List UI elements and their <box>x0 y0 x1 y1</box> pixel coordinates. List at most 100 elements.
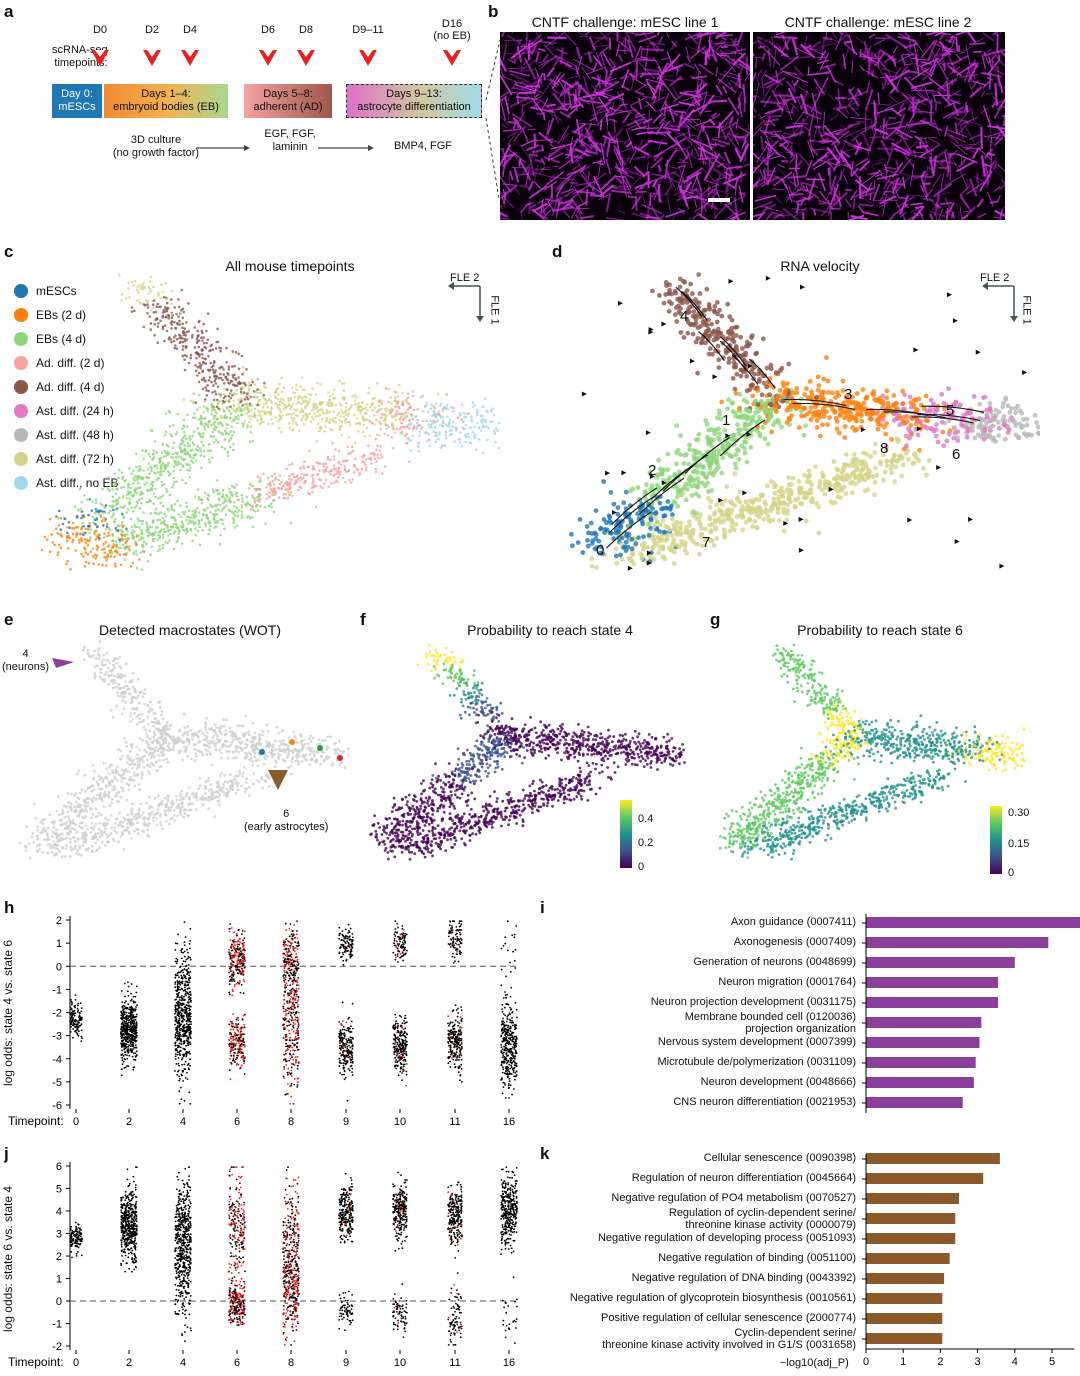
streamline <box>783 398 847 407</box>
embedding-point <box>54 527 58 531</box>
embedding-point <box>132 494 135 498</box>
embedding-point <box>156 533 160 537</box>
embedding-point <box>964 425 969 431</box>
embedding-point <box>332 397 335 400</box>
embedding-point <box>108 834 111 837</box>
embedding-point <box>464 415 468 419</box>
embedding-point <box>112 715 115 719</box>
embedding-point <box>202 514 205 517</box>
embedding-point <box>179 462 182 466</box>
arrowhead-icon <box>968 516 974 522</box>
embedding-point <box>147 500 151 503</box>
embedding-point <box>140 522 144 526</box>
embedding-point <box>864 452 870 457</box>
embedding-point <box>59 546 63 549</box>
embedding-point <box>285 413 289 416</box>
embedding-point <box>276 404 280 407</box>
embedding-point <box>212 440 216 444</box>
embedding-point <box>744 339 750 345</box>
embedding-point <box>677 284 683 290</box>
embedding-point <box>319 425 323 429</box>
embedding-point <box>206 384 209 387</box>
embedding-point <box>337 461 341 465</box>
embedding-point <box>364 466 368 469</box>
embedding-point <box>75 851 78 855</box>
embedding-point <box>177 462 180 466</box>
embedding-point <box>194 514 198 518</box>
embedding-point <box>762 420 768 426</box>
embedding-point <box>291 402 295 406</box>
embedding-point <box>375 382 379 385</box>
embedding-point <box>234 415 237 419</box>
embedding-point <box>768 366 774 372</box>
embedding-point <box>674 461 679 467</box>
embedding-point <box>319 762 323 766</box>
embedding-point <box>452 410 455 413</box>
embedding-point <box>237 376 240 379</box>
embedding-point <box>944 438 950 444</box>
panel-b-title-2: CNTF challenge: mESC line 2 <box>784 14 972 30</box>
embedding-point <box>738 334 744 340</box>
embedding-point <box>332 464 336 467</box>
embedding-point <box>130 531 134 535</box>
embedding-point <box>492 413 496 417</box>
embedding-point <box>293 417 296 420</box>
embedding-point <box>94 501 98 504</box>
embedding-point <box>302 414 305 418</box>
cluster-label-5: 5 <box>946 402 955 419</box>
embedding-point <box>248 404 252 408</box>
embedding-point <box>236 514 240 518</box>
embedding-point <box>387 388 391 391</box>
embedding-point <box>897 422 903 428</box>
embedding-point <box>395 409 399 413</box>
embedding-point <box>298 410 302 414</box>
embedding-point <box>456 416 460 420</box>
embedding-point <box>223 506 226 509</box>
embedding-point <box>817 433 823 439</box>
embedding-point <box>164 541 167 544</box>
embedding-point <box>121 477 124 480</box>
embedding-point <box>174 327 178 330</box>
embedding-point <box>189 356 192 360</box>
embedding-point <box>82 525 85 528</box>
embedding-point <box>183 434 187 437</box>
embedding-point <box>235 483 239 486</box>
embedding-point <box>180 542 184 545</box>
embedding-point <box>237 403 240 406</box>
embedding-point <box>164 315 168 319</box>
embedding-point <box>705 480 710 486</box>
embedding-point <box>714 502 719 508</box>
embedding-point <box>717 411 722 417</box>
embedding-point <box>158 544 161 548</box>
embedding-point <box>917 447 922 453</box>
embedding-point <box>196 352 200 355</box>
embedding-point <box>970 424 976 430</box>
embedding-point <box>242 365 245 369</box>
embedding-point <box>109 555 113 558</box>
embedding-point <box>254 390 257 394</box>
embedding-point <box>214 509 218 512</box>
embedding-point <box>601 479 607 484</box>
embedding-point <box>421 419 425 423</box>
embedding-point <box>256 509 260 512</box>
embedding-point <box>71 538 75 542</box>
embedding-point <box>97 510 101 514</box>
embedding-point <box>750 500 756 505</box>
embedding-point <box>336 476 340 479</box>
embedding-point <box>356 422 359 425</box>
embedding-point <box>245 738 249 742</box>
embedding-point <box>63 517 66 520</box>
embedding-point <box>200 329 204 333</box>
embedding-point <box>731 339 737 345</box>
embedding-point <box>216 402 220 406</box>
embedding-point <box>134 696 138 700</box>
embedding-point <box>660 544 666 549</box>
embedding-point <box>194 533 198 537</box>
embedding-point <box>709 443 714 449</box>
embedding-point <box>228 490 232 494</box>
embedding-point <box>987 433 992 438</box>
embedding-point <box>387 408 391 412</box>
embedding-point <box>241 404 244 407</box>
embedding-point <box>112 512 116 515</box>
embedding-point <box>147 476 151 480</box>
